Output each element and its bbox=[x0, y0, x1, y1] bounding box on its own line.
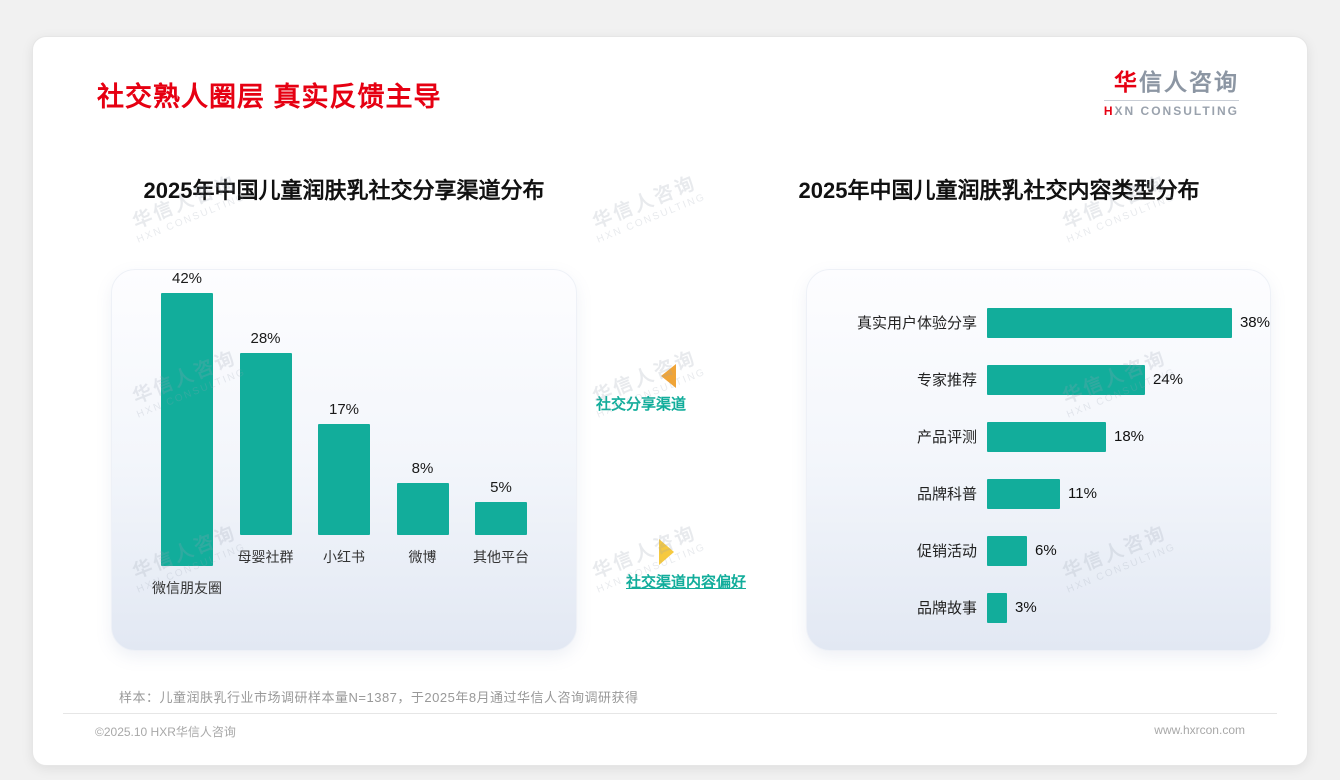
logo-en-text: HXN CONSULTING bbox=[1103, 104, 1239, 118]
footer-divider bbox=[63, 713, 1277, 714]
bar-value-label: 24% bbox=[1153, 371, 1184, 388]
bar bbox=[987, 478, 1060, 509]
bar-row: 品牌故事 3% bbox=[811, 579, 1270, 636]
right-chart-title: 2025年中国儿童润肤乳社交内容类型分布 bbox=[798, 178, 1200, 203]
sample-note: 样本：儿童润肤乳行业市场调研样本量N=1387，于2025年8月通过华信人咨询调… bbox=[119, 690, 639, 705]
bar-column: 5% 其他平台 bbox=[462, 270, 540, 567]
bar bbox=[987, 364, 1145, 395]
bar-category-label: 产品评测 bbox=[916, 429, 977, 446]
mid-label-share-channel: 社交分享渠道 bbox=[595, 396, 686, 413]
bar-value-label: 18% bbox=[1114, 428, 1145, 445]
bar-value-label: 11% bbox=[1068, 485, 1097, 502]
bar-value-label: 42% bbox=[171, 270, 203, 287]
logo-divider bbox=[1103, 100, 1239, 101]
logo-zh-text: 华信人咨询 bbox=[1114, 69, 1239, 95]
bar-column: 17% 小红书 bbox=[305, 270, 383, 567]
bar-value-label: 6% bbox=[1035, 542, 1057, 559]
bar bbox=[318, 424, 370, 535]
left-chart-panel: 42% 微信朋友圈 28% 母婴社群 17% 小红书 8% 微博 5% 其他平台 bbox=[111, 269, 577, 651]
bar-column: 8% 微博 bbox=[384, 270, 462, 567]
right-chart-panel: 真实用户体验分享 38% 专家推荐 24% 产品评测 18% 品牌科普 11% 促销活动 6% 品牌… bbox=[806, 269, 1271, 651]
bar-value-label: 17% bbox=[328, 401, 360, 418]
bar-value-label: 8% bbox=[411, 460, 434, 477]
left-chart-title: 2025年中国儿童润肤乳社交分享渠道分布 bbox=[143, 178, 545, 203]
bar-category-label: 微博 bbox=[408, 549, 437, 565]
bar-value-label: 28% bbox=[250, 330, 281, 347]
slide: 社交熟人圈层 真实反馈主导 华信人咨询 HXN CONSULTING 2025年… bbox=[32, 36, 1308, 766]
mid-label-content-preference: 社交渠道内容偏好 bbox=[625, 574, 746, 591]
bar-row: 真实用户体验分享 38% bbox=[811, 294, 1270, 351]
left-chart-bars: 42% 微信朋友圈 28% 母婴社群 17% 小红书 8% 微博 5% 其他平台 bbox=[112, 270, 576, 596]
bar-row: 促销活动 6% bbox=[811, 522, 1270, 579]
arrow-left-icon bbox=[661, 364, 676, 388]
page-title: 社交熟人圈层 真实反馈主导 bbox=[97, 82, 442, 112]
bar-column: 42% 微信朋友圈 bbox=[148, 270, 226, 596]
bar-row: 品牌科普 11% bbox=[811, 465, 1270, 522]
footer-website: www.hxrcon.com bbox=[1154, 723, 1245, 737]
bar-category-label: 小红书 bbox=[323, 549, 365, 565]
bar bbox=[987, 307, 1232, 338]
bar-category-label: 母婴社群 bbox=[237, 549, 294, 565]
bar bbox=[987, 535, 1027, 566]
bar bbox=[161, 293, 213, 566]
bar bbox=[239, 353, 292, 535]
bar-row: 产品评测 18% bbox=[811, 408, 1270, 465]
right-chart-rows: 真实用户体验分享 38% 专家推荐 24% 产品评测 18% 品牌科普 11% 促销活动 6% 品牌… bbox=[807, 294, 1270, 636]
bar bbox=[396, 483, 449, 535]
bar-category-label: 品牌科普 bbox=[916, 486, 977, 503]
footer-copyright: ©2025.10 HXR华信人咨询 bbox=[95, 725, 236, 739]
bar-row: 专家推荐 24% bbox=[811, 351, 1270, 408]
bar-category-label: 品牌故事 bbox=[916, 600, 977, 617]
bar-value-label: 38% bbox=[1239, 314, 1270, 331]
company-logo: 华信人咨询 HXN CONSULTING bbox=[1103, 63, 1239, 118]
bar bbox=[475, 502, 527, 535]
bar-value-label: 5% bbox=[490, 479, 512, 496]
bar bbox=[987, 592, 1007, 623]
bar-category-label: 微信朋友圈 bbox=[152, 580, 222, 596]
bar-category-label: 真实用户体验分享 bbox=[856, 315, 977, 332]
bar-category-label: 促销活动 bbox=[916, 543, 977, 560]
bar-category-label: 其他平台 bbox=[473, 549, 529, 565]
bar bbox=[987, 421, 1106, 452]
bar-column: 28% 母婴社群 bbox=[227, 270, 305, 567]
arrow-right-icon bbox=[659, 539, 674, 565]
bar-category-label: 专家推荐 bbox=[916, 372, 977, 389]
bar-value-label: 3% bbox=[1015, 599, 1037, 616]
